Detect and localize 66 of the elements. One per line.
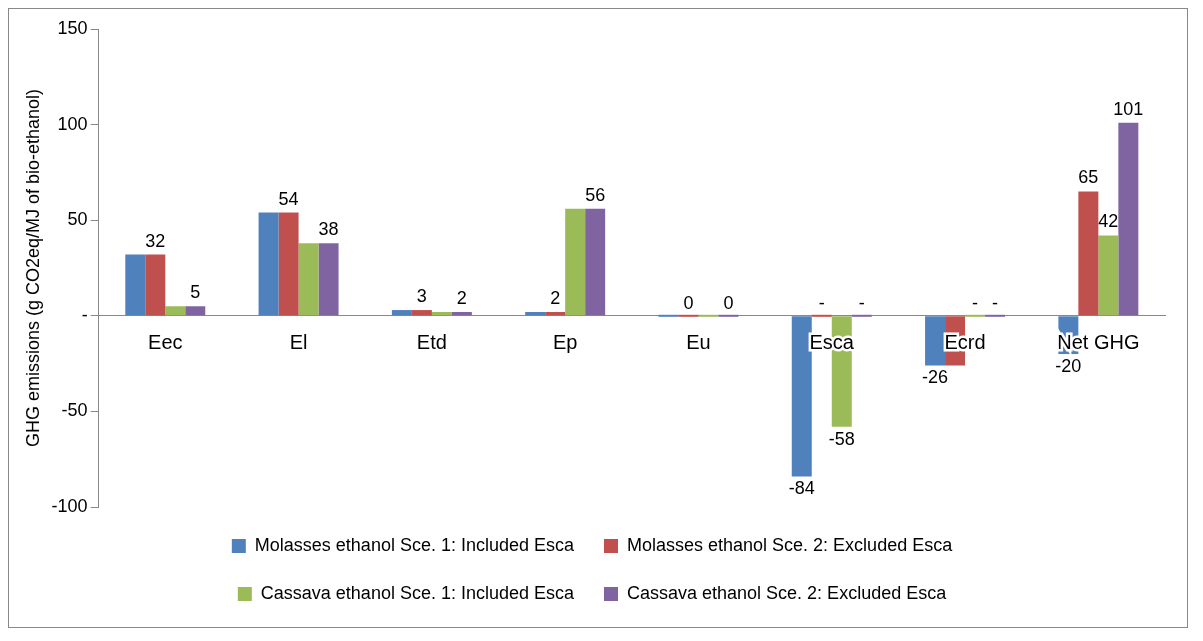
data-label: 38: [318, 219, 339, 240]
bar: [851, 314, 872, 317]
data-label: 54: [278, 188, 299, 209]
data-label: -: [858, 292, 865, 313]
bar: [145, 254, 166, 316]
bar: [391, 310, 412, 316]
data-label: -20: [1055, 356, 1082, 377]
bar: [278, 212, 299, 316]
data-label: 101: [1113, 98, 1144, 119]
x-tick-label: Etd: [416, 331, 447, 354]
x-tick-label: El: [289, 331, 308, 354]
bar: [411, 310, 432, 316]
bar: [698, 314, 719, 317]
bar: [431, 311, 452, 316]
bar: [718, 314, 739, 317]
bar: [565, 208, 586, 316]
bar: [791, 316, 812, 477]
y-tick-label: -: [81, 304, 88, 325]
y-tick-label: -50: [61, 400, 88, 421]
bar: [1098, 235, 1119, 316]
bar: [545, 311, 566, 316]
y-tick-label: 100: [57, 113, 88, 134]
legend-label: Molasses ethanol Sce. 1: Included Esca: [254, 534, 575, 555]
bar: [125, 254, 146, 316]
data-label: -26: [922, 367, 949, 388]
x-tick-label: Eu: [686, 331, 711, 354]
bar: [585, 208, 606, 316]
data-label: -: [818, 292, 825, 313]
x-tick-label: Eec: [148, 331, 183, 354]
data-label: 2: [456, 287, 467, 308]
data-label: -: [992, 292, 999, 313]
data-label: -: [972, 292, 979, 313]
bar: [985, 314, 1006, 317]
x-tick-label: Ep: [552, 331, 578, 354]
data-label: 65: [1078, 167, 1099, 188]
bar: [1118, 122, 1139, 316]
bar: [298, 243, 319, 316]
data-label: 0: [683, 292, 694, 313]
bar: [165, 306, 186, 316]
y-axis-title: GHG emissions (g CO2eq/MJ of bio-ethanol): [22, 88, 43, 448]
data-label: 42: [1098, 211, 1119, 232]
data-label: 3: [416, 286, 427, 307]
bar: [925, 316, 946, 366]
bar: [525, 311, 546, 316]
legend-label: Cassava ethanol Sce. 1: Included Esca: [260, 582, 575, 603]
data-label: 0: [723, 292, 734, 313]
bar: [258, 212, 279, 316]
data-label: -58: [828, 428, 855, 449]
bar: [1078, 191, 1099, 316]
bar: [658, 314, 679, 317]
data-label: 32: [145, 230, 166, 251]
bar: [678, 314, 699, 317]
y-tick-label: -100: [51, 495, 88, 516]
y-tick-label: 50: [67, 209, 88, 230]
y-tick-label: 150: [57, 17, 88, 38]
legend-label: Molasses ethanol Sce. 2: Excluded Esca: [627, 534, 954, 555]
bar: [185, 306, 206, 316]
legend-label: Cassava ethanol Sce. 2: Excluded Esca: [627, 582, 948, 603]
bar: [965, 314, 986, 317]
bar: [451, 311, 472, 316]
data-label: 5: [190, 282, 201, 303]
data-label: 56: [585, 184, 606, 205]
data-label: 2: [550, 287, 561, 308]
data-label: -84: [788, 478, 815, 499]
bar: [318, 243, 339, 316]
bar: [811, 314, 832, 317]
